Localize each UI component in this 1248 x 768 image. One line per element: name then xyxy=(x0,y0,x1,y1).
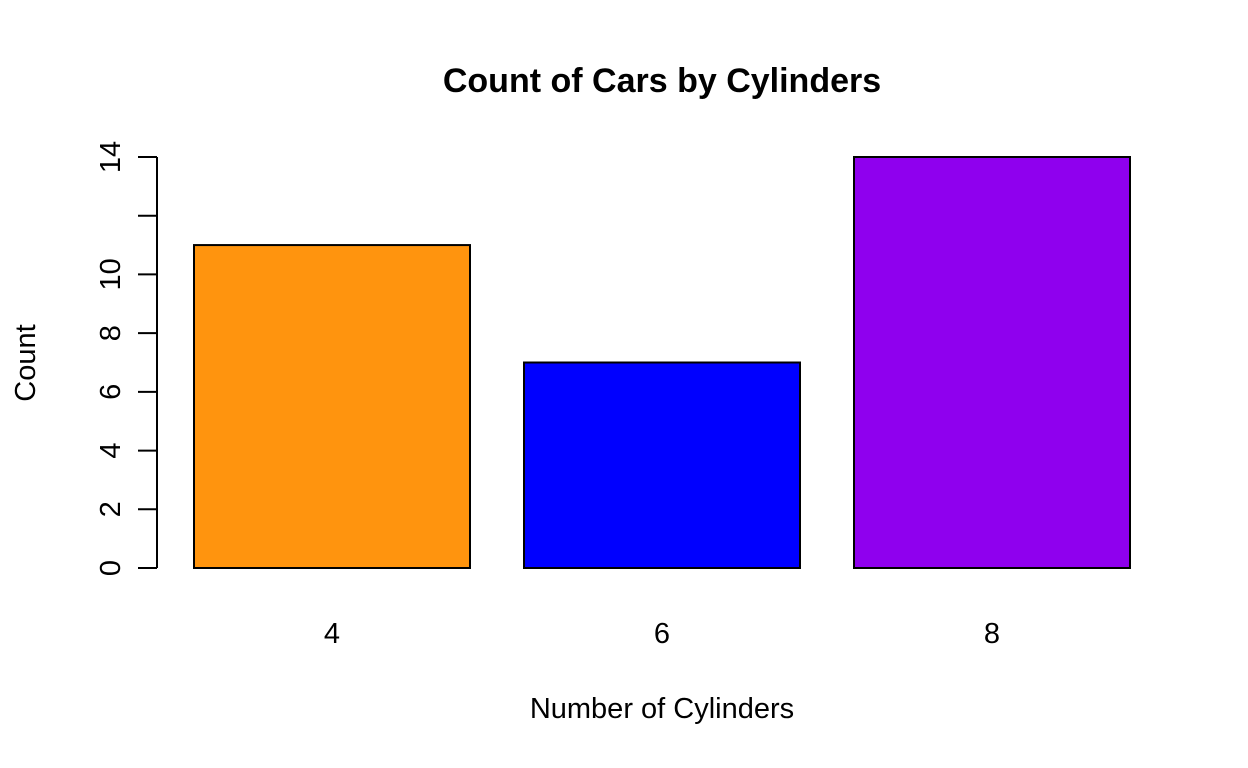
bar-6 xyxy=(523,361,801,569)
y-axis: 0 2 4 6 8 10 14 xyxy=(95,141,158,576)
y-tick-label: 14 xyxy=(95,141,127,173)
x-tick-label: 6 xyxy=(654,618,670,650)
chart-title: Count of Cars by Cylinders xyxy=(443,62,881,100)
bar-8 xyxy=(853,156,1131,569)
x-axis-tick-labels: 4 6 8 xyxy=(324,618,1000,650)
y-tick-label: 4 xyxy=(95,443,127,459)
x-tick-label: 4 xyxy=(324,618,340,650)
y-tick-label: 8 xyxy=(95,325,127,341)
y-tick-label: 10 xyxy=(95,258,127,290)
x-tick-label: 8 xyxy=(984,618,1000,650)
y-tick-label: 0 xyxy=(95,560,127,576)
y-axis-label: Count xyxy=(10,324,42,401)
bar-4 xyxy=(193,244,471,569)
y-tick-label: 6 xyxy=(95,384,127,400)
y-tick-label: 2 xyxy=(95,501,127,517)
x-axis-label: Number of Cylinders xyxy=(530,693,794,725)
bars xyxy=(193,156,1131,569)
